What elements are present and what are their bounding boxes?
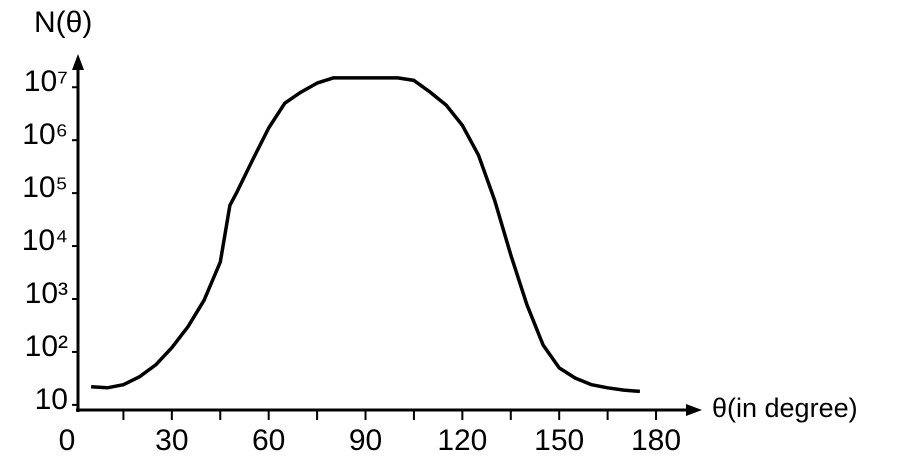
x-tick-label: 0	[59, 424, 76, 457]
y-tick-label: 10³	[25, 277, 68, 310]
x-tick-label: 90	[349, 424, 382, 457]
x-tick-label: 30	[155, 424, 188, 457]
x-tick-label: 60	[252, 424, 285, 457]
y-axis-label: N(θ)	[34, 6, 92, 39]
y-tick-label: 10	[35, 383, 68, 416]
y-axis-arrow	[72, 54, 84, 70]
y-tick-label: 10⁶	[22, 118, 68, 151]
y-tick-label: 10²	[25, 330, 68, 363]
data-line	[90, 76, 641, 394]
x-axis-arrow	[686, 404, 702, 416]
x-tick-label: 120	[437, 424, 487, 457]
y-tick-label: 10⁴	[22, 224, 68, 257]
y-tick-label: 10⁵	[22, 171, 68, 204]
x-tick-label: 180	[631, 424, 681, 457]
x-axis-label: θ(in degree)	[712, 393, 858, 423]
y-tick-label: 10⁷	[24, 65, 68, 98]
x-tick-label: 150	[534, 424, 584, 457]
